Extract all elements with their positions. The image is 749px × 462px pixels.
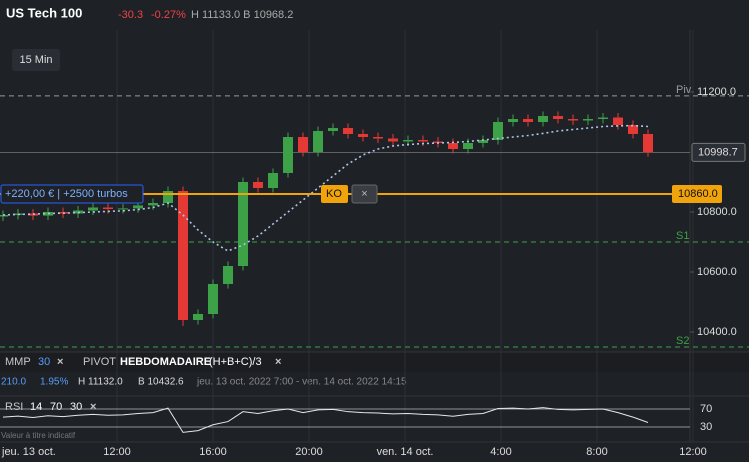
rsi-upper: 70 — [50, 401, 62, 413]
candle-body — [463, 143, 473, 150]
position: +220,00 € | +2500 turbos — [5, 188, 128, 200]
x-tick-label: 12:00 — [679, 446, 707, 458]
ma-period: 30 — [38, 356, 50, 368]
rsi-tick-label: 30 — [700, 421, 712, 433]
x-tick-label: 20:00 — [295, 446, 323, 458]
pivot: PIVOT — [83, 356, 116, 368]
candle-body — [478, 140, 488, 144]
rsi-note: Valeur à titre indicatif — [1, 431, 76, 440]
level-label: Piv — [676, 84, 692, 96]
candle-body — [643, 134, 653, 153]
candle-body — [358, 134, 368, 138]
rsi-close[interactable]: × — [90, 401, 96, 413]
stat-range: jeu. 13 oct. 2022 7:00 - ven. 14 oct. 20… — [196, 377, 407, 388]
y-tick-label: 10400.0 — [697, 326, 737, 338]
knockout-label-box — [672, 184, 722, 203]
candle-body — [568, 119, 578, 121]
candle-body — [223, 265, 233, 284]
rsi-tick-label: 70 — [700, 403, 712, 415]
timeframe[interactable]: 15 Min — [19, 54, 52, 66]
change-pct: -0.27% — [151, 9, 186, 21]
x-tick-label: 4:00 — [490, 446, 511, 458]
ma-close[interactable]: × — [57, 356, 63, 368]
knockout-close[interactable]: × — [361, 188, 367, 200]
pivot-close[interactable]: × — [275, 356, 281, 368]
candle-body — [613, 117, 623, 126]
timeframe-button[interactable] — [12, 49, 60, 71]
candle-body — [208, 283, 218, 314]
rsi-period: 14 — [30, 401, 42, 413]
rsi-lower: 30 — [70, 401, 82, 413]
level-label: S2 — [676, 335, 689, 347]
stat-pct: 1.95% — [40, 377, 68, 388]
rsi-line — [2, 407, 649, 433]
start-date: jeu. 13 oct. — [1, 446, 56, 458]
candle-body — [103, 207, 113, 209]
candle-body — [148, 202, 158, 206]
stat-change: 210.0 — [1, 377, 26, 388]
candle-body — [553, 116, 563, 120]
candle-body — [133, 205, 143, 209]
candle-body — [328, 128, 338, 132]
symbol: US Tech 100 — [6, 5, 82, 20]
candle-body — [163, 191, 173, 203]
stat-high: H 11132.0 — [78, 377, 123, 388]
x-tick-label: 8:00 — [586, 446, 607, 458]
candle-body — [388, 138, 398, 142]
rsi-name: RSI — [5, 401, 23, 413]
knockout-close-box[interactable] — [351, 184, 378, 204]
level-label: S1 — [676, 230, 689, 242]
candle-body — [403, 140, 413, 142]
candle-body — [523, 119, 533, 123]
stat-low: B 10432.6 — [138, 377, 184, 388]
high-low: H 11133.0 B 10968.2 — [191, 9, 293, 21]
last-price-box — [691, 142, 746, 162]
candle-body — [283, 137, 293, 174]
candle-body — [268, 173, 278, 189]
candle-body — [313, 131, 323, 153]
position-box — [0, 184, 144, 204]
candle-body — [598, 117, 608, 120]
y-tick-label: 10800.0 — [697, 206, 737, 218]
knockout-tag-box — [321, 184, 348, 203]
candle-body — [238, 182, 248, 266]
candle-body — [448, 143, 458, 150]
indicator-bar — [0, 352, 749, 372]
candle-body — [538, 116, 548, 123]
knockout-label: 10860.0 — [678, 188, 718, 200]
knockout-tag: KO — [326, 188, 342, 200]
candle-body — [508, 119, 518, 123]
candle-body — [88, 207, 98, 211]
x-tick-label: 16:00 — [199, 446, 227, 458]
candle-body — [583, 119, 593, 121]
candle-body — [118, 208, 128, 210]
x-tick-label: 12:00 — [103, 446, 131, 458]
pivot-formula: (H+B+C)/3 — [209, 356, 262, 368]
change: -30.3 — [118, 9, 143, 21]
candle-body — [343, 128, 353, 135]
x-tick-label: ven. 14 oct. — [377, 446, 434, 458]
candle-body — [253, 182, 263, 189]
y-tick-label: 10600.0 — [697, 266, 737, 278]
ma-name: MMP — [5, 356, 31, 368]
candle-body — [418, 140, 428, 142]
pivot-period: HEBDOMADAIRE — [120, 356, 211, 368]
candle-body — [373, 137, 383, 139]
last-price: 10998.7 — [698, 146, 738, 158]
candle-body — [178, 191, 188, 320]
candle-body — [298, 137, 308, 153]
candle-body — [628, 125, 638, 135]
candle-body — [493, 122, 503, 141]
candle-body — [193, 313, 203, 320]
y-tick-label: 11200.0 — [697, 86, 736, 98]
